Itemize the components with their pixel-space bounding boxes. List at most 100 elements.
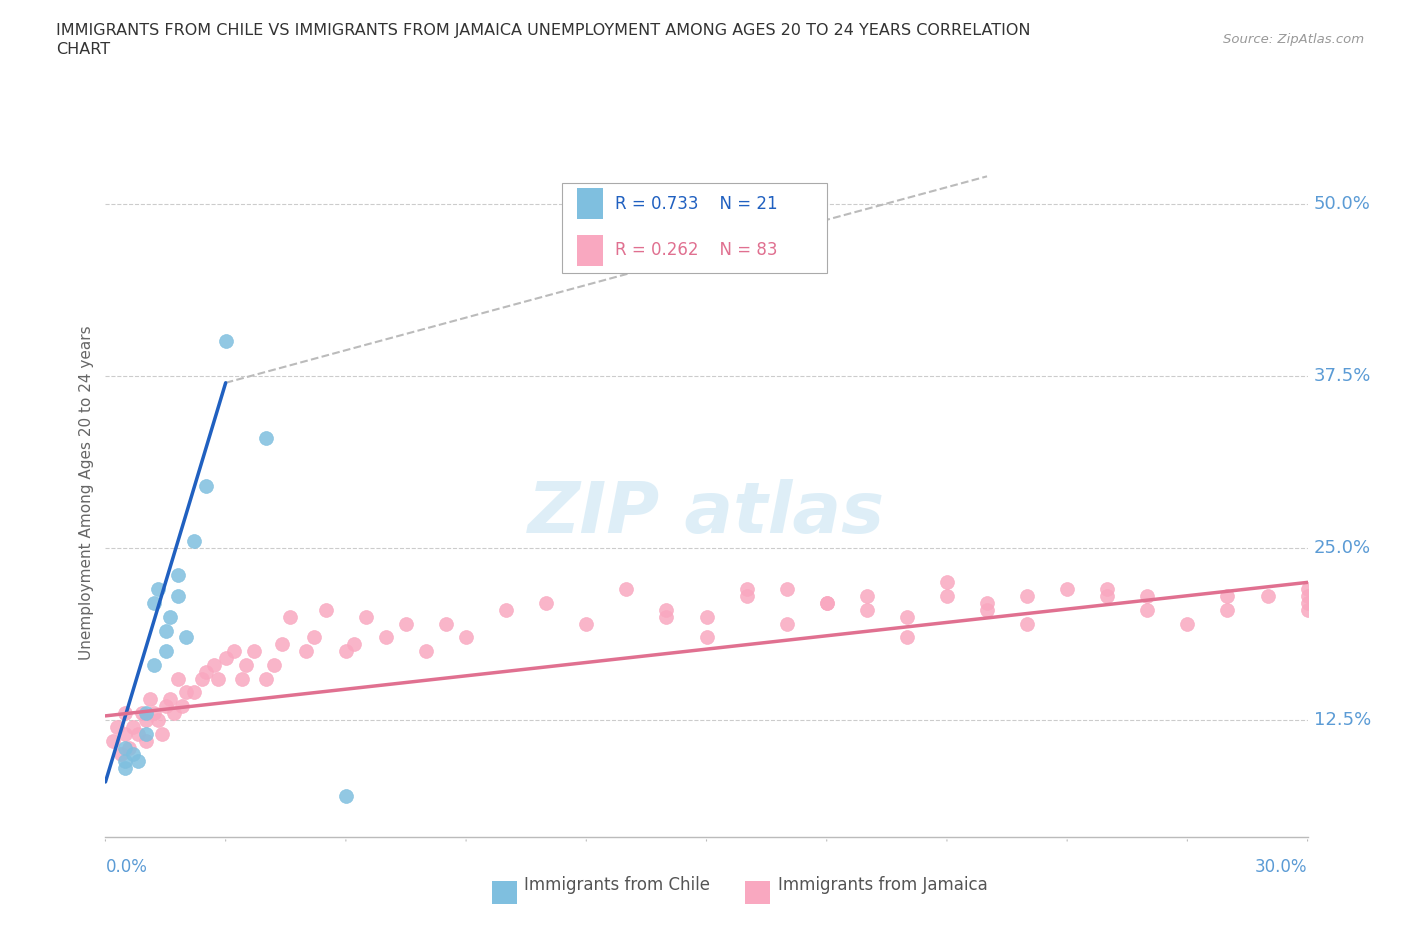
Point (114, 726, 136, 741)
Point (183, 685, 205, 700)
Point (235, 658, 257, 672)
Text: R = 0.262    N = 83: R = 0.262 N = 83 (616, 242, 778, 259)
Point (415, 644, 437, 658)
Bar (576, 188, 603, 219)
Point (114, 754, 136, 769)
Text: 25.0%: 25.0% (1313, 539, 1371, 557)
Point (166, 568, 188, 583)
Point (575, 617, 598, 631)
Point (655, 609, 678, 624)
Point (118, 740, 141, 755)
Point (696, 609, 718, 624)
Point (976, 595, 998, 610)
Point (354, 609, 377, 624)
Point (315, 603, 337, 618)
Point (166, 671, 188, 686)
Point (1177, 617, 1199, 631)
Point (263, 658, 285, 672)
Point (103, 733, 125, 748)
Point (1216, 589, 1239, 604)
Point (127, 754, 149, 769)
Point (159, 609, 181, 624)
Point (146, 712, 169, 727)
Point (936, 589, 959, 604)
Point (735, 582, 758, 597)
Point (127, 726, 149, 741)
Bar (576, 234, 603, 266)
Text: IMMIGRANTS FROM CHILE VS IMMIGRANTS FROM JAMAICA UNEMPLOYMENT AMONG AGES 20 TO 2: IMMIGRANTS FROM CHILE VS IMMIGRANTS FROM… (56, 23, 1031, 38)
Point (114, 740, 136, 755)
Point (1296, 582, 1319, 597)
Point (454, 630, 477, 644)
Point (936, 575, 959, 590)
Point (146, 582, 169, 597)
Point (107, 720, 129, 735)
Point (202, 658, 225, 672)
Point (696, 630, 718, 644)
Point (194, 479, 217, 494)
Point (135, 712, 157, 727)
Text: R = 0.733    N = 21: R = 0.733 N = 21 (616, 195, 778, 213)
Text: 30.0%: 30.0% (1256, 857, 1308, 876)
Point (616, 582, 638, 597)
Text: Source: ZipAtlas.com: Source: ZipAtlas.com (1223, 33, 1364, 46)
Point (776, 582, 799, 597)
Point (896, 609, 918, 624)
Point (162, 706, 184, 721)
Text: ZIP atlas: ZIP atlas (527, 479, 886, 548)
Point (207, 671, 229, 686)
Point (1017, 617, 1039, 631)
Point (896, 630, 918, 644)
Point (214, 651, 236, 666)
Text: 50.0%: 50.0% (1313, 195, 1371, 213)
Point (815, 595, 838, 610)
Point (295, 644, 318, 658)
Point (254, 431, 277, 445)
Y-axis label: Unemployment Among Ages 20 to 24 years: Unemployment Among Ages 20 to 24 years (79, 326, 94, 660)
Point (815, 595, 838, 610)
Point (1097, 589, 1119, 604)
Point (1056, 582, 1078, 597)
Point (142, 595, 165, 610)
Text: 12.5%: 12.5% (1313, 711, 1371, 729)
Point (1136, 603, 1159, 618)
Point (231, 671, 253, 686)
Point (150, 726, 173, 741)
Point (1257, 589, 1279, 604)
Point (776, 617, 799, 631)
Point (335, 644, 357, 658)
Point (155, 698, 177, 713)
Point (1216, 603, 1239, 618)
Point (1296, 603, 1319, 618)
Point (335, 789, 357, 804)
Point (142, 658, 165, 672)
Point (1017, 589, 1039, 604)
Point (222, 644, 245, 658)
Point (278, 609, 301, 624)
Text: 37.5%: 37.5% (1313, 367, 1371, 385)
Point (159, 692, 181, 707)
Point (135, 706, 157, 721)
Point (855, 589, 877, 604)
Point (135, 733, 157, 748)
Point (976, 603, 998, 618)
FancyBboxPatch shape (562, 183, 827, 272)
Text: 0.0%: 0.0% (105, 857, 148, 876)
Point (183, 534, 205, 549)
Point (302, 630, 325, 644)
Point (242, 644, 264, 658)
Point (166, 589, 188, 604)
Point (735, 589, 758, 604)
Text: Immigrants from Jamaica: Immigrants from Jamaica (778, 876, 987, 895)
Point (122, 720, 145, 735)
Point (254, 671, 277, 686)
Point (655, 603, 678, 618)
Point (174, 630, 197, 644)
Point (135, 726, 157, 741)
Point (343, 637, 366, 652)
Point (170, 698, 193, 713)
Point (395, 617, 418, 631)
Point (138, 692, 160, 707)
Point (1296, 595, 1319, 610)
Point (114, 761, 136, 776)
